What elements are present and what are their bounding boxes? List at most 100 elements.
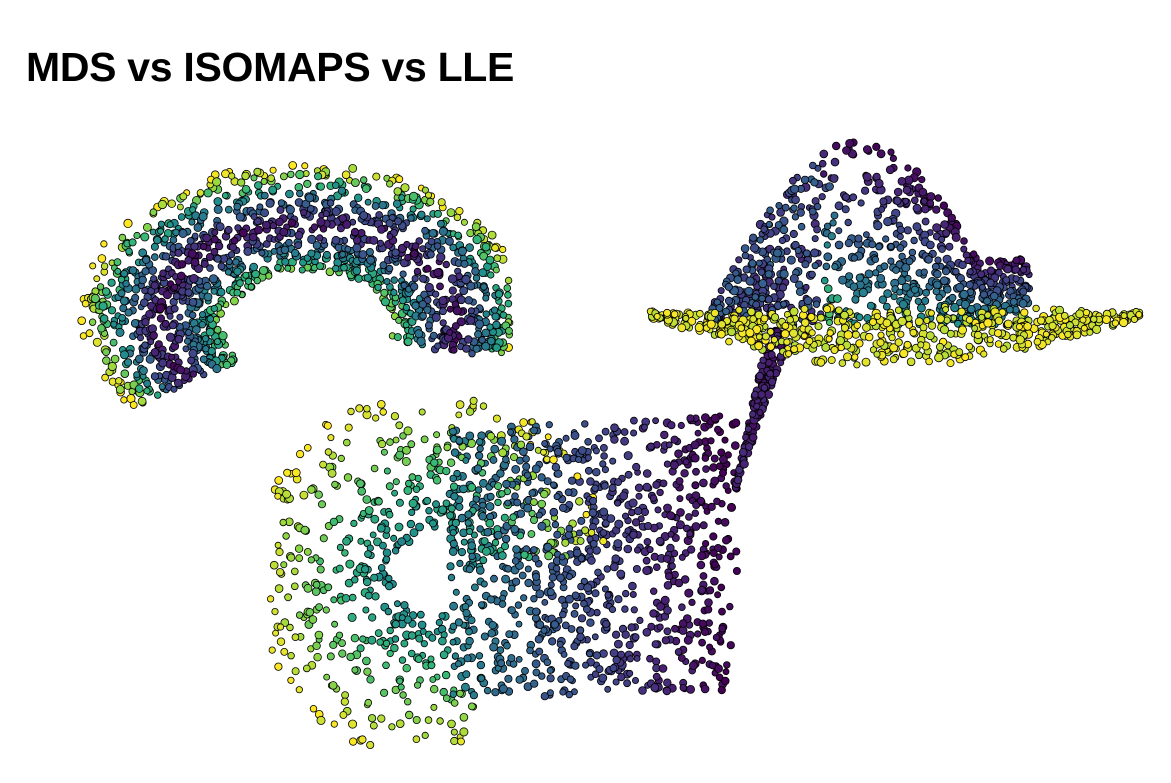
data-point xyxy=(577,554,586,563)
data-point xyxy=(960,245,968,253)
data-point xyxy=(898,299,908,309)
data-point xyxy=(436,219,445,228)
data-point xyxy=(515,620,523,628)
data-point xyxy=(267,174,275,183)
data-point xyxy=(212,177,222,187)
data-point xyxy=(395,421,404,430)
data-point xyxy=(439,319,447,327)
data-point xyxy=(717,287,725,295)
data-point xyxy=(678,619,688,628)
data-point xyxy=(609,562,619,572)
data-point xyxy=(546,667,554,675)
data-point xyxy=(715,304,724,312)
data-point xyxy=(580,577,588,585)
data-point xyxy=(460,682,470,692)
data-point xyxy=(366,255,376,265)
data-point xyxy=(280,245,290,255)
data-point xyxy=(678,553,686,561)
data-point xyxy=(860,186,870,195)
data-point xyxy=(467,702,476,711)
data-point xyxy=(764,295,773,304)
data-point xyxy=(540,490,549,499)
data-point xyxy=(623,679,631,688)
data-point xyxy=(410,282,419,291)
data-point xyxy=(382,639,391,648)
data-point xyxy=(701,413,710,423)
data-point xyxy=(445,236,454,246)
data-point xyxy=(158,383,166,391)
data-point xyxy=(599,529,608,537)
data-point xyxy=(189,273,199,284)
data-point xyxy=(764,270,773,279)
data-point xyxy=(336,543,344,552)
data-point xyxy=(407,440,416,449)
data-point xyxy=(455,436,464,445)
data-point xyxy=(703,508,711,515)
data-point xyxy=(329,640,338,650)
data-point xyxy=(504,299,513,308)
data-point xyxy=(985,256,995,266)
data-point xyxy=(523,471,532,479)
data-point xyxy=(993,329,1003,338)
data-point xyxy=(733,275,743,284)
data-point xyxy=(123,218,133,228)
data-point xyxy=(407,649,416,658)
data-point xyxy=(423,496,432,505)
data-point xyxy=(549,507,559,517)
data-point xyxy=(897,177,907,186)
data-point xyxy=(835,336,845,346)
data-point xyxy=(758,278,768,288)
data-point xyxy=(433,268,443,278)
data-point xyxy=(540,448,547,456)
data-point xyxy=(224,268,232,276)
data-point xyxy=(398,614,406,622)
data-point xyxy=(274,476,284,485)
data-point xyxy=(939,276,949,286)
data-point xyxy=(550,481,558,489)
data-point xyxy=(592,447,600,455)
data-point xyxy=(710,413,720,423)
data-point xyxy=(371,592,380,601)
data-point xyxy=(493,530,503,540)
data-point xyxy=(403,426,413,436)
data-point xyxy=(421,186,429,194)
data-point xyxy=(577,446,587,455)
data-point xyxy=(133,231,141,240)
data-point xyxy=(372,172,381,181)
data-point xyxy=(939,201,949,210)
data-point xyxy=(920,268,928,276)
data-point xyxy=(544,551,554,561)
data-point xyxy=(883,289,892,298)
data-point xyxy=(131,293,140,302)
data-point xyxy=(382,661,390,670)
data-point xyxy=(394,522,404,532)
data-point xyxy=(467,307,475,315)
data-point xyxy=(844,272,854,281)
data-point xyxy=(908,248,917,257)
data-point xyxy=(481,341,491,351)
data-point xyxy=(521,667,529,675)
data-point xyxy=(350,519,358,528)
data-point xyxy=(395,450,405,460)
data-point xyxy=(450,492,459,501)
data-point xyxy=(851,295,860,304)
data-point xyxy=(395,498,404,507)
data-point xyxy=(491,688,500,697)
data-point xyxy=(449,601,459,611)
data-point xyxy=(984,311,992,319)
data-point xyxy=(291,248,300,258)
data-point xyxy=(903,340,912,349)
data-point xyxy=(486,492,495,501)
data-point xyxy=(210,247,219,256)
data-point xyxy=(157,199,167,210)
data-point xyxy=(627,623,636,632)
data-point xyxy=(338,649,347,658)
data-point xyxy=(287,652,295,660)
data-point xyxy=(934,256,942,264)
data-point xyxy=(151,253,159,261)
data-point xyxy=(532,572,541,581)
data-point xyxy=(449,243,458,252)
data-point xyxy=(500,542,509,551)
data-point xyxy=(910,196,919,205)
data-point xyxy=(385,264,394,273)
